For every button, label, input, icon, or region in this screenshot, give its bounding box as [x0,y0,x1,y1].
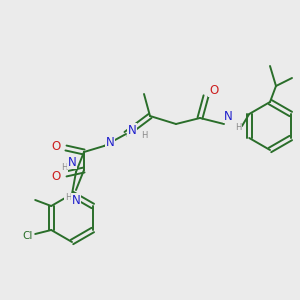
Text: O: O [209,83,219,97]
Text: N: N [106,136,114,148]
Text: H: H [65,194,71,202]
Text: N: N [68,155,76,169]
Text: H: H [141,131,147,140]
Text: N: N [128,124,136,136]
Text: O: O [51,140,61,152]
Text: H: H [61,164,67,172]
Text: Cl: Cl [22,231,32,241]
Text: N: N [72,194,80,206]
Text: O: O [51,169,61,182]
Text: N: N [224,110,232,122]
Text: H: H [235,124,241,133]
